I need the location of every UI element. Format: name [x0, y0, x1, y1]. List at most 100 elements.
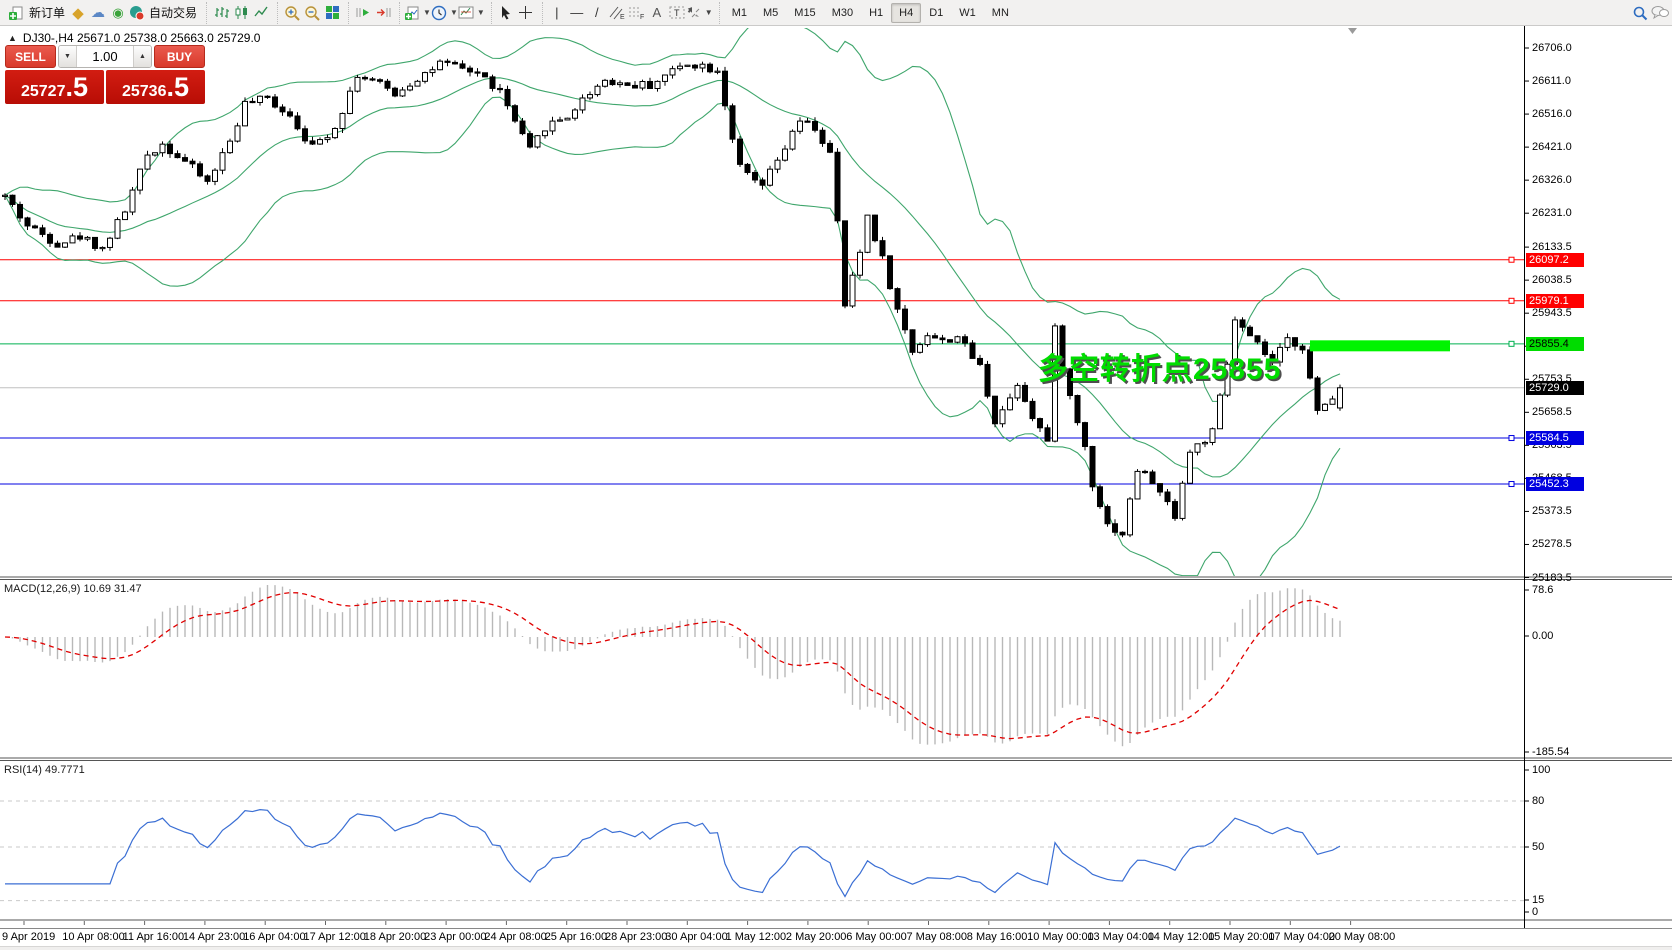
zoom-out-icon[interactable] — [302, 3, 322, 23]
timeframe-h1[interactable]: H1 — [869, 6, 884, 19]
candle — [99, 246, 106, 250]
svg-text:F: F — [640, 14, 644, 20]
candle — [444, 60, 451, 63]
candle — [1029, 400, 1036, 420]
tile-windows-icon[interactable] — [322, 3, 342, 23]
text-label-icon[interactable]: T — [667, 3, 687, 23]
candle — [729, 105, 736, 140]
time-axis-label: 9 Apr 2019 — [2, 931, 56, 943]
collapse-panel-icon[interactable]: ▲ — [8, 33, 17, 43]
timeframe-w1[interactable]: W1 — [959, 6, 976, 19]
volume-decrease-button[interactable]: ▼ — [59, 46, 77, 67]
bar-chart-icon[interactable] — [211, 3, 231, 23]
timeframe-m1[interactable]: M1 — [731, 6, 747, 19]
cursor-icon[interactable] — [496, 3, 516, 23]
candle — [594, 85, 601, 96]
timeframe-m5[interactable]: M5 — [763, 6, 779, 19]
sell-price-frac: .5 — [65, 72, 89, 102]
time-axis-label: 25 Apr 16:00 — [544, 931, 608, 943]
candle — [564, 117, 571, 121]
timeframe-d1[interactable]: D1 — [929, 6, 944, 19]
timeframe-m15[interactable]: M15 — [794, 6, 816, 19]
candle — [1247, 326, 1253, 337]
candle — [482, 72, 488, 78]
hline-handle[interactable] — [1508, 481, 1515, 488]
candle — [489, 76, 496, 89]
candlestick-chart-icon[interactable] — [231, 3, 251, 23]
auto-scroll-icon[interactable] — [353, 3, 373, 23]
candle — [62, 242, 68, 248]
candle — [497, 87, 503, 91]
line-chart-icon[interactable] — [251, 3, 271, 23]
candle — [947, 339, 953, 343]
candle — [624, 82, 631, 86]
fibonacci-icon[interactable]: F — [627, 3, 647, 23]
candle — [774, 159, 781, 170]
buy-button[interactable]: BUY — [154, 45, 205, 68]
equidistant-channel-icon[interactable]: E — [607, 3, 627, 23]
new-order-button[interactable]: 新订单 — [8, 3, 68, 23]
autotrading-button[interactable]: 自动交易 — [128, 3, 200, 23]
community-icon[interactable]: ☁ — [91, 4, 106, 20]
candle — [812, 121, 818, 131]
hline-handle[interactable] — [1508, 256, 1515, 263]
timeframe-m30[interactable]: M30 — [831, 6, 854, 19]
volume-input[interactable] — [77, 46, 133, 67]
candle — [414, 80, 421, 87]
hline-handle[interactable] — [1508, 297, 1515, 304]
arrows-icon[interactable]: ▼ — [687, 3, 713, 23]
timeframe-mn[interactable]: MN — [991, 6, 1009, 19]
candle — [1052, 325, 1058, 442]
volume-increase-button[interactable]: ▲ — [133, 46, 151, 67]
time-axis-label: 28 Apr 23:00 — [605, 931, 668, 943]
time-axis-label: 14 Apr 23:00 — [182, 931, 246, 943]
candle — [1224, 363, 1231, 396]
new-order-label: 新订单 — [29, 6, 66, 20]
candle — [609, 79, 616, 86]
candle — [549, 120, 556, 132]
candle — [842, 220, 848, 307]
vertical-line-icon[interactable]: | — [555, 5, 559, 20]
toolbar-group-zoom — [277, 1, 346, 24]
templates-icon[interactable]: ▼ — [458, 3, 485, 23]
chat-icon[interactable] — [1650, 3, 1670, 23]
candle — [1007, 397, 1013, 411]
periods-icon[interactable]: ▼ — [431, 3, 458, 23]
candle — [767, 168, 773, 186]
hline-handle[interactable] — [1508, 340, 1515, 347]
sell-price[interactable]: 25727 .5 — [5, 70, 104, 104]
svg-text:E: E — [620, 14, 625, 20]
candle — [1239, 319, 1246, 328]
trendline-icon[interactable]: / — [594, 5, 599, 20]
indicators-icon[interactable]: ▼ — [404, 3, 431, 23]
timeframe-h4[interactable]: H4 — [891, 2, 922, 23]
price-axis-tick-label: 26133.5 — [1532, 241, 1572, 254]
candle — [744, 163, 751, 173]
crosshair-icon[interactable] — [516, 3, 536, 23]
candle — [272, 96, 278, 108]
buy-price[interactable]: 25736 .5 — [106, 70, 205, 104]
candle — [804, 120, 811, 123]
gold-diamond-icon[interactable]: ◆ — [72, 4, 84, 22]
candle — [84, 236, 91, 240]
time-axis-label: 8 May 16:00 — [966, 931, 1028, 943]
chart-shift-icon[interactable] — [373, 3, 393, 23]
buy-price-main: 25736 — [121, 83, 167, 100]
zoom-in-icon[interactable] — [282, 3, 302, 23]
time-axis-label: 1 May 12:00 — [725, 931, 787, 943]
time-axis-label: 11 Apr 16:00 — [122, 931, 185, 943]
search-icon[interactable] — [1630, 3, 1650, 23]
price-axis-tick-label: 25943.5 — [1532, 307, 1572, 320]
candle — [234, 125, 241, 142]
candle — [1089, 445, 1096, 488]
candle — [467, 67, 473, 73]
horizontal-line-icon[interactable]: — — [570, 5, 584, 20]
candle — [969, 342, 976, 359]
signal-icon[interactable]: ◉ — [112, 4, 124, 20]
text-icon[interactable]: A — [652, 5, 662, 20]
sell-button[interactable]: SELL — [5, 45, 56, 68]
candle — [519, 120, 526, 135]
hline-handle[interactable] — [1508, 435, 1515, 442]
svg-text:T: T — [674, 8, 680, 18]
